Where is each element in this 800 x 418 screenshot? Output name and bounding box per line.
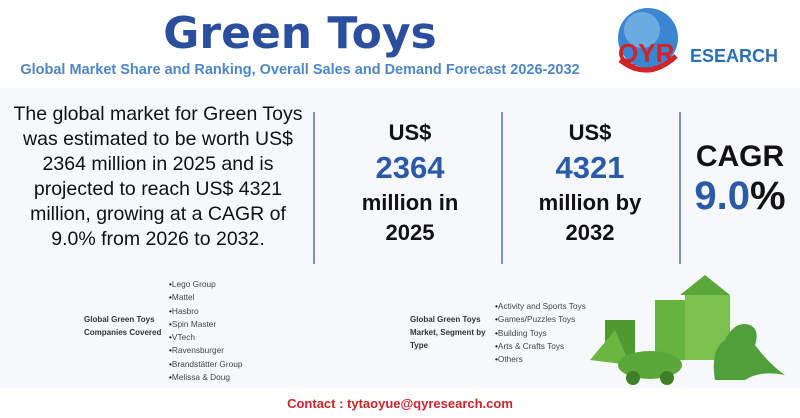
stat-2032: US$ 4321 million by 2032 (505, 118, 675, 248)
companies-list: Lego GroupMattelHasbroSpin MasterVTechRa… (169, 278, 243, 384)
label-line: Global Green Toys (84, 315, 155, 324)
stat-prefix: US$ (388, 120, 432, 145)
list-item: Lego Group (169, 278, 242, 291)
stat-value: 2364 (375, 150, 445, 185)
list-item: Brandstätter Group (169, 358, 243, 371)
cagr-block: CAGR 9.0% (680, 140, 800, 219)
list-item: Hasbro (169, 305, 242, 318)
stat-2025: US$ 2364 million in 2025 (330, 118, 490, 248)
divider (501, 112, 503, 264)
list-item: Games/Puzzles Toys (495, 313, 586, 326)
list-item: Spin Master (169, 318, 242, 331)
list-item: Building Toys (495, 327, 586, 340)
divider (679, 112, 681, 264)
page-title: Green Toys (163, 8, 437, 59)
segments-label: Global Green Toys Market, Segment by Typ… (410, 313, 486, 352)
list-item: Activity and Sports Toys (495, 300, 586, 313)
list-item: Arts & Crafts Toys (495, 340, 586, 353)
segments-list: Activity and Sports ToysGames/Puzzles To… (495, 300, 586, 366)
list-item: Melissa & Doug (169, 371, 242, 384)
list-item: Ravensburger (169, 344, 242, 357)
stat-year: 2025 (385, 220, 435, 245)
cagr-value: 9.0% (680, 174, 800, 219)
label-line: Global Green Toys (410, 315, 481, 324)
svg-text:QYR: QYR (618, 38, 675, 68)
list-item: VTech (169, 331, 242, 344)
label-line: Type (410, 341, 429, 350)
cagr-number: 9.0 (694, 174, 751, 218)
page-subtitle: Global Market Share and Ranking, Overall… (20, 62, 580, 78)
list-item: Mattel (169, 291, 242, 304)
svg-text:ESEARCH: ESEARCH (690, 46, 778, 66)
stat-suffix: million in (361, 190, 459, 215)
label-line: Companies Covered (84, 328, 162, 337)
stat-prefix: US$ (568, 120, 612, 145)
cagr-unit: % (750, 174, 786, 218)
contact-info: Contact : tytaoyue@qyresearch.com (287, 396, 513, 411)
list-item: Others (495, 353, 586, 366)
stat-suffix: million by (538, 190, 642, 215)
cagr-label: CAGR (695, 140, 785, 173)
stat-year: 2032 (565, 220, 615, 245)
green-toys-image (590, 275, 785, 385)
label-line: Market, Segment by (410, 328, 486, 337)
stat-value: 4321 (555, 150, 625, 185)
qyresearch-logo: QYR ESEARCH (618, 8, 778, 73)
divider (313, 112, 315, 264)
companies-label: Global Green Toys Companies Covered (84, 313, 161, 339)
market-description: The global market for Green Toys was est… (13, 103, 303, 250)
